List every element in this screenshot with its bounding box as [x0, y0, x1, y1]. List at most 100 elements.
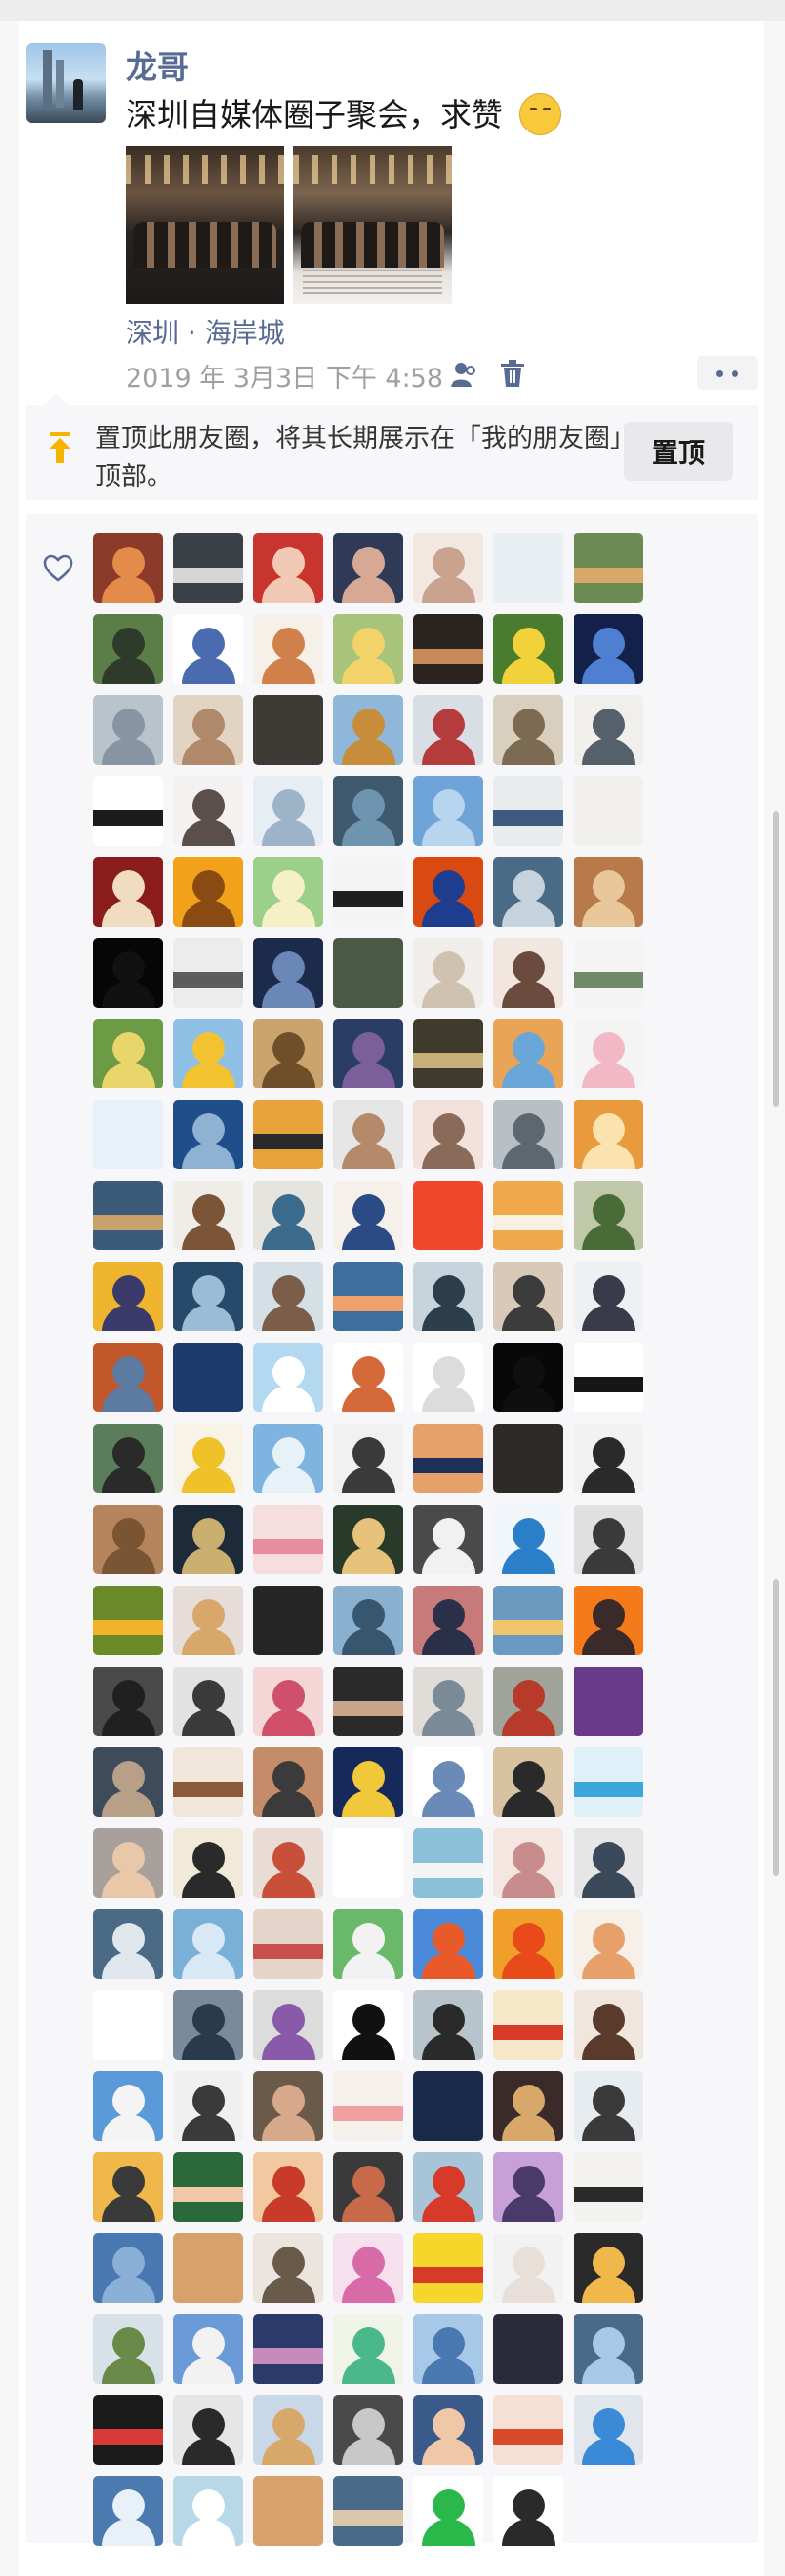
- liker-avatar[interactable]: [93, 1181, 163, 1250]
- liker-avatar[interactable]: [253, 2152, 323, 2222]
- liker-avatar[interactable]: [253, 2476, 323, 2546]
- post-photo-2[interactable]: [293, 146, 452, 304]
- liker-avatar[interactable]: [413, 857, 483, 927]
- liker-avatar[interactable]: [493, 695, 563, 765]
- liker-avatar[interactable]: [173, 1343, 243, 1412]
- delete-trash-icon[interactable]: [499, 359, 526, 388]
- liker-avatar[interactable]: [253, 695, 323, 765]
- liker-avatar[interactable]: [333, 614, 403, 684]
- liker-avatar[interactable]: [333, 1909, 403, 1979]
- liker-avatar[interactable]: [173, 2314, 243, 2384]
- liker-avatar[interactable]: [493, 533, 563, 603]
- liker-avatar[interactable]: [93, 2152, 163, 2222]
- liker-avatar[interactable]: [173, 1909, 243, 1979]
- liker-avatar[interactable]: [93, 2395, 163, 2465]
- liker-avatar[interactable]: [574, 1586, 643, 1655]
- liker-avatar[interactable]: [93, 1747, 163, 1817]
- liker-avatar[interactable]: [253, 1747, 323, 1817]
- post-location[interactable]: 深圳 · 海岸城: [126, 317, 285, 349]
- liker-avatar[interactable]: [574, 1424, 643, 1493]
- liker-avatar[interactable]: [173, 695, 243, 765]
- liker-avatar[interactable]: [173, 1586, 243, 1655]
- liker-avatar[interactable]: [253, 857, 323, 927]
- liker-avatar[interactable]: [413, 1909, 483, 1979]
- liker-avatar[interactable]: [574, 1181, 643, 1250]
- liker-avatar[interactable]: [413, 533, 483, 603]
- author-avatar[interactable]: [26, 43, 106, 123]
- liker-avatar[interactable]: [333, 1828, 403, 1898]
- liker-avatar[interactable]: [173, 1181, 243, 1250]
- liker-avatar[interactable]: [413, 776, 483, 846]
- liker-avatar[interactable]: [333, 1586, 403, 1655]
- liker-avatar[interactable]: [574, 1019, 643, 1088]
- liker-avatar[interactable]: [253, 2395, 323, 2465]
- liker-avatar[interactable]: [333, 1100, 403, 1169]
- visibility-people-icon[interactable]: [450, 360, 478, 389]
- liker-avatar[interactable]: [413, 1667, 483, 1736]
- liker-avatar[interactable]: [173, 1990, 243, 2060]
- liker-avatar[interactable]: [173, 1505, 243, 1574]
- liker-avatar[interactable]: [93, 857, 163, 927]
- liker-avatar[interactable]: [173, 1747, 243, 1817]
- liker-avatar[interactable]: [333, 2152, 403, 2222]
- liker-avatar[interactable]: [574, 938, 643, 1008]
- liker-avatar[interactable]: [493, 1262, 563, 1331]
- liker-avatar[interactable]: [493, 2233, 563, 2303]
- liker-avatar[interactable]: [413, 614, 483, 684]
- liker-avatar[interactable]: [333, 1505, 403, 1574]
- liker-avatar[interactable]: [173, 614, 243, 684]
- liker-avatar[interactable]: [253, 533, 323, 603]
- liker-avatar[interactable]: [333, 2395, 403, 2465]
- liker-avatar[interactable]: [253, 1424, 323, 1493]
- liker-avatar[interactable]: [493, 1343, 563, 1412]
- liker-avatar[interactable]: [413, 1019, 483, 1088]
- liker-avatar[interactable]: [253, 1019, 323, 1088]
- liker-avatar[interactable]: [93, 776, 163, 846]
- liker-avatar[interactable]: [173, 2071, 243, 2141]
- liker-avatar[interactable]: [93, 1586, 163, 1655]
- liker-avatar[interactable]: [493, 2395, 563, 2465]
- liker-avatar[interactable]: [493, 1100, 563, 1169]
- liker-avatar[interactable]: [493, 1181, 563, 1250]
- liker-avatar[interactable]: [493, 1909, 563, 1979]
- liker-avatar[interactable]: [574, 776, 643, 846]
- liker-avatar[interactable]: [574, 1100, 643, 1169]
- liker-avatar[interactable]: [413, 1828, 483, 1898]
- liker-avatar[interactable]: [93, 1909, 163, 1979]
- scrollbar-thumb[interactable]: [773, 811, 779, 1107]
- liker-avatar[interactable]: [413, 2476, 483, 2546]
- liker-avatar[interactable]: [413, 2314, 483, 2384]
- liker-avatar[interactable]: [333, 776, 403, 846]
- liker-avatar[interactable]: [413, 2152, 483, 2222]
- liker-avatar[interactable]: [173, 1019, 243, 1088]
- liker-avatar[interactable]: [333, 1343, 403, 1412]
- liker-avatar[interactable]: [173, 2152, 243, 2222]
- liker-avatar[interactable]: [574, 1667, 643, 1736]
- liker-avatar[interactable]: [493, 1828, 563, 1898]
- liker-avatar[interactable]: [333, 1747, 403, 1817]
- liker-avatar[interactable]: [493, 857, 563, 927]
- liker-avatar[interactable]: [93, 1424, 163, 1493]
- liker-avatar[interactable]: [93, 1667, 163, 1736]
- liker-avatar[interactable]: [574, 1990, 643, 2060]
- liker-avatar[interactable]: [413, 1990, 483, 2060]
- liker-avatar[interactable]: [493, 614, 563, 684]
- liker-avatar[interactable]: [493, 1019, 563, 1088]
- liker-avatar[interactable]: [333, 1262, 403, 1331]
- liker-avatar[interactable]: [93, 2314, 163, 2384]
- liker-avatar[interactable]: [333, 2071, 403, 2141]
- liker-avatar[interactable]: [493, 1667, 563, 1736]
- liker-avatar[interactable]: [413, 2395, 483, 2465]
- liker-avatar[interactable]: [333, 857, 403, 927]
- liker-avatar[interactable]: [253, 1828, 323, 1898]
- liker-avatar[interactable]: [93, 2071, 163, 2141]
- liker-avatar[interactable]: [173, 938, 243, 1008]
- liker-avatar[interactable]: [493, 1990, 563, 2060]
- liker-avatar[interactable]: [93, 533, 163, 603]
- liker-avatar[interactable]: [333, 1181, 403, 1250]
- liker-avatar[interactable]: [574, 1828, 643, 1898]
- liker-avatar[interactable]: [413, 1262, 483, 1331]
- liker-avatar[interactable]: [253, 1667, 323, 1736]
- liker-avatar[interactable]: [253, 1990, 323, 2060]
- liker-avatar[interactable]: [93, 614, 163, 684]
